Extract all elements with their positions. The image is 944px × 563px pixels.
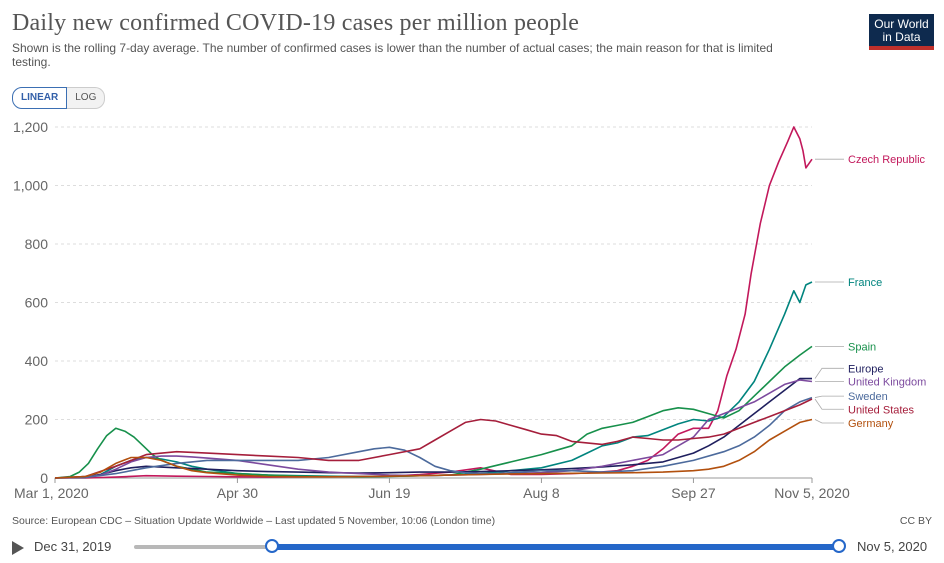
timeline-end-handle[interactable] bbox=[832, 539, 846, 553]
y-tick-label: 0 bbox=[40, 470, 48, 486]
y-tick-label: 200 bbox=[25, 412, 49, 428]
series-line-sweden bbox=[54, 396, 813, 479]
y-tick-label: 1,200 bbox=[13, 119, 48, 135]
x-tick-label: Mar 1, 2020 bbox=[14, 485, 89, 501]
label-connector bbox=[814, 419, 844, 424]
log-scale-button[interactable]: LOG bbox=[67, 87, 106, 109]
x-tick-label: Nov 5, 2020 bbox=[774, 485, 850, 501]
timeline-end-label: Nov 5, 2020 bbox=[857, 539, 928, 554]
logo-line-1: Our World bbox=[874, 17, 929, 31]
series-label: Czech Republic bbox=[848, 154, 926, 166]
scale-toggle: LINEAR LOG bbox=[12, 87, 106, 109]
chart-title: Daily new confirmed COVID-19 cases per m… bbox=[12, 10, 580, 36]
series-label: Europe bbox=[848, 363, 883, 375]
owid-logo[interactable]: Our World in Data bbox=[869, 14, 934, 50]
license-link[interactable]: CC BY bbox=[899, 515, 932, 527]
y-tick-label: 800 bbox=[25, 236, 49, 252]
logo-line-2: in Data bbox=[882, 30, 921, 44]
timeline-track[interactable] bbox=[134, 545, 272, 549]
label-connector bbox=[814, 367, 844, 379]
series-line-united-states bbox=[54, 398, 813, 479]
timeline: Dec 31, 2019 Nov 5, 2020 bbox=[0, 535, 944, 561]
series-label: Spain bbox=[848, 341, 876, 353]
play-icon[interactable] bbox=[12, 541, 24, 555]
series-label: United Kingdom bbox=[848, 376, 926, 388]
y-tick-label: 600 bbox=[25, 295, 49, 311]
timeline-start-label: Dec 31, 2019 bbox=[34, 539, 112, 554]
x-tick-label: Sep 27 bbox=[671, 485, 716, 501]
timeline-selected-range[interactable] bbox=[272, 544, 839, 550]
series-line-germany bbox=[54, 418, 813, 479]
linear-scale-button[interactable]: LINEAR bbox=[12, 87, 68, 109]
x-tick-label: Jun 19 bbox=[368, 485, 410, 501]
series-label: Germany bbox=[848, 418, 894, 430]
y-tick-label: 400 bbox=[25, 353, 49, 369]
series-label: United States bbox=[848, 404, 915, 416]
series-line-france bbox=[54, 281, 813, 479]
label-connector bbox=[814, 395, 844, 398]
chart-subtitle: Shown is the rolling 7-day average. The … bbox=[12, 41, 773, 69]
series-label: Sweden bbox=[848, 391, 888, 403]
source-note: Source: European CDC – Situation Update … bbox=[12, 515, 496, 527]
label-connector bbox=[814, 398, 844, 410]
x-tick-label: Aug 8 bbox=[523, 485, 560, 501]
timeline-start-handle[interactable] bbox=[265, 539, 279, 553]
x-tick-label: Apr 30 bbox=[217, 485, 258, 501]
y-tick-label: 1,000 bbox=[13, 178, 48, 194]
series-label: France bbox=[848, 277, 882, 289]
